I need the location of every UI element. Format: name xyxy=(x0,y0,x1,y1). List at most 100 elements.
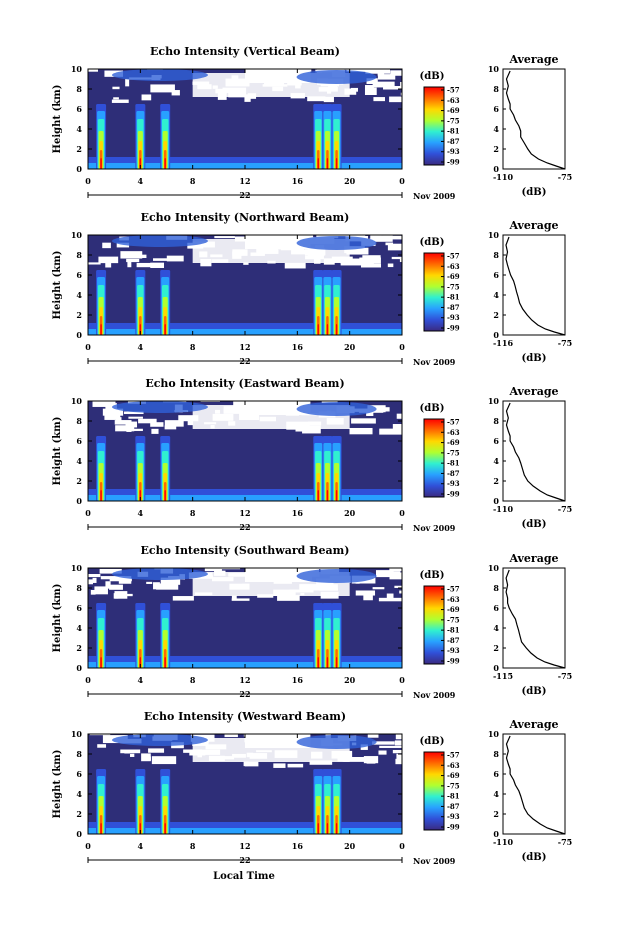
x-tick-label: 4 xyxy=(138,342,144,352)
colorbar-unit: (dB) xyxy=(420,237,445,248)
profile-y-tick-label: 8 xyxy=(493,84,499,94)
profile-y-tick-label: 6 xyxy=(493,603,499,613)
profile-x-tick-label: -75 xyxy=(558,338,572,348)
x-tick-label: 16 xyxy=(292,841,304,851)
y-tick-label: 8 xyxy=(76,749,82,759)
profile-title: Average xyxy=(508,718,558,731)
x-tick-label: 16 xyxy=(292,342,304,352)
profile-frame xyxy=(502,567,566,669)
colorbar-tick-label: -63 xyxy=(447,761,460,770)
profile-title: Average xyxy=(508,385,558,398)
y-tick-label: 0 xyxy=(76,496,82,506)
colorbar-tick-label: -63 xyxy=(447,428,460,437)
colorbar-tick-label: -87 xyxy=(447,137,460,146)
x-tick-label: 0 xyxy=(399,841,405,851)
profile-y-tick-label: 4 xyxy=(493,290,499,300)
y-tick-label: 2 xyxy=(76,144,82,154)
y-axis-label: Height (km) xyxy=(52,251,63,320)
colorbar-tick-label: -87 xyxy=(447,469,460,478)
x-tick-label: 0 xyxy=(399,342,405,352)
colorbar xyxy=(423,751,445,831)
profile-x-axis-label: (dB) xyxy=(522,519,547,530)
profile-title: Average xyxy=(508,219,558,232)
colorbar-tick-label: -81 xyxy=(447,626,460,635)
x-tick-label: 0 xyxy=(85,508,91,518)
colorbar-tick-label: -81 xyxy=(447,293,460,302)
colorbar-unit: (dB) xyxy=(420,71,445,82)
profile-y-tick-label: 6 xyxy=(493,104,499,114)
heatmap xyxy=(88,69,402,169)
colorbar-tick-label: -99 xyxy=(447,823,460,832)
x-tick-label: 8 xyxy=(190,508,196,518)
y-tick-label: 0 xyxy=(76,829,82,839)
panel-1: Echo Intensity (Vertical Beam)0 4 8 12 16 20 0… xyxy=(52,45,572,201)
x-tick-label: 8 xyxy=(190,675,196,685)
date-label: Nov 2009 xyxy=(413,690,456,700)
panel-title: Echo Intensity (Eastward Beam) xyxy=(145,377,344,390)
colorbar-unit: (dB) xyxy=(420,736,445,747)
profile-x-axis-label: (dB) xyxy=(522,187,547,198)
colorbar-tick-label: -93 xyxy=(447,313,460,322)
profile-frame xyxy=(502,733,566,835)
x-tick-label: 0 xyxy=(85,675,91,685)
day-label: 22 xyxy=(239,522,250,532)
colorbar-tick-label: -99 xyxy=(447,490,460,499)
y-tick-label: 10 xyxy=(71,563,83,573)
colorbar-tick-label: -99 xyxy=(447,324,460,333)
date-label: Nov 2009 xyxy=(413,191,456,201)
profile-x-axis-label: (dB) xyxy=(522,686,547,697)
profile-line xyxy=(505,402,566,502)
profile-frame xyxy=(502,400,566,502)
x-tick-label: 12 xyxy=(239,675,250,685)
colorbar xyxy=(423,86,445,166)
colorbar xyxy=(423,252,445,332)
profile-y-tick-label: 2 xyxy=(493,144,499,154)
colorbar-tick-label: -99 xyxy=(447,158,460,167)
panel-3: Echo Intensity (Eastward Beam)0 4 8 12 16 20 0… xyxy=(52,377,572,533)
colorbar-tick-label: -69 xyxy=(447,272,460,281)
x-tick-label: 4 xyxy=(138,841,144,851)
colorbar-tick-label: -81 xyxy=(447,459,460,468)
y-tick-label: 0 xyxy=(76,663,82,673)
profile-y-tick-label: 10 xyxy=(488,563,500,573)
profile-line xyxy=(505,735,566,835)
heatmap xyxy=(88,235,402,335)
x-tick-label: 0 xyxy=(399,176,405,186)
y-tick-label: 8 xyxy=(76,250,82,260)
y-tick-label: 0 xyxy=(76,164,82,174)
y-tick-label: 2 xyxy=(76,643,82,653)
profile-y-tick-label: 6 xyxy=(493,769,499,779)
colorbar-tick-label: -87 xyxy=(447,303,460,312)
colorbar-tick-label: -69 xyxy=(447,605,460,614)
profile-y-tick-label: 4 xyxy=(493,623,499,633)
profile-y-tick-label: 2 xyxy=(493,809,499,819)
y-tick-label: 6 xyxy=(76,436,82,446)
colorbar-tick-label: -57 xyxy=(447,86,460,95)
profile-line xyxy=(505,236,566,336)
heatmap xyxy=(88,734,402,834)
x-tick-label: 20 xyxy=(344,342,356,352)
y-axis-label: Height (km) xyxy=(52,85,63,154)
panel-title: Echo Intensity (Westward Beam) xyxy=(144,710,346,723)
profile-y-tick-label: 2 xyxy=(493,476,499,486)
profile-y-tick-label: 6 xyxy=(493,270,499,280)
x-tick-label: 16 xyxy=(292,675,304,685)
y-tick-label: 4 xyxy=(76,124,82,134)
y-axis-label: Height (km) xyxy=(52,417,63,486)
y-tick-label: 8 xyxy=(76,416,82,426)
x-tick-label: 4 xyxy=(138,508,144,518)
x-tick-label: 16 xyxy=(292,176,304,186)
profile-y-tick-label: 10 xyxy=(488,230,500,240)
panel-title: Echo Intensity (Southward Beam) xyxy=(141,544,350,557)
y-tick-label: 4 xyxy=(76,789,82,799)
x-tick-label: 12 xyxy=(239,176,250,186)
colorbar-tick-label: -57 xyxy=(447,585,460,594)
profile-x-tick-label: -75 xyxy=(558,504,572,514)
colorbar-tick-label: -63 xyxy=(447,262,460,271)
x-tick-label: 8 xyxy=(190,342,196,352)
profile-y-tick-label: 10 xyxy=(488,396,500,406)
colorbar-tick-label: -99 xyxy=(447,657,460,666)
x-tick-label: 4 xyxy=(138,176,144,186)
profile-y-tick-label: 8 xyxy=(493,416,499,426)
x-tick-label: 0 xyxy=(85,841,91,851)
